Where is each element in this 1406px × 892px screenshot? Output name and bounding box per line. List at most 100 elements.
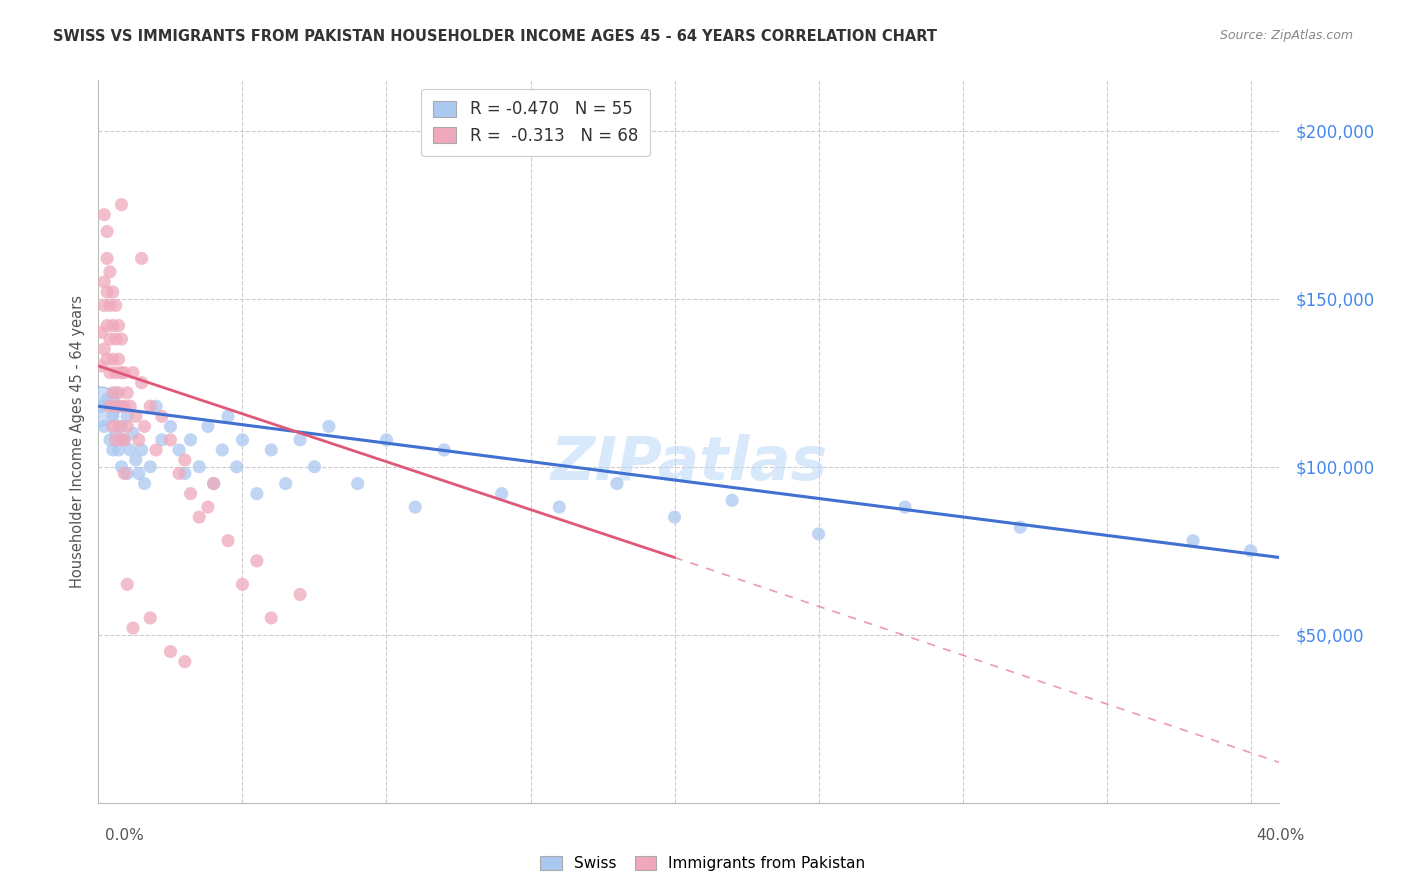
Point xyxy=(98,399,121,413)
Point xyxy=(93,275,115,289)
Point xyxy=(180,486,202,500)
Point xyxy=(139,399,162,413)
Point xyxy=(115,419,138,434)
Point xyxy=(139,459,162,474)
Point xyxy=(110,433,132,447)
Point xyxy=(110,197,132,211)
Point xyxy=(159,433,181,447)
Point xyxy=(260,442,283,457)
Point xyxy=(173,467,195,481)
Point xyxy=(89,399,111,413)
Point xyxy=(104,298,127,312)
Point xyxy=(134,419,156,434)
Point xyxy=(894,500,917,514)
Point xyxy=(96,285,118,299)
Point xyxy=(107,419,129,434)
Point xyxy=(101,385,124,400)
Point xyxy=(104,399,127,413)
Point xyxy=(134,476,156,491)
Point xyxy=(404,500,426,514)
Point xyxy=(260,611,283,625)
Point xyxy=(120,442,142,457)
Point xyxy=(93,419,115,434)
Point xyxy=(167,467,190,481)
Point xyxy=(101,419,124,434)
Point xyxy=(807,527,830,541)
Point xyxy=(217,409,239,424)
Point xyxy=(180,433,202,447)
Point xyxy=(548,500,571,514)
Point xyxy=(202,476,225,491)
Point xyxy=(120,399,142,413)
Point xyxy=(664,510,686,524)
Point xyxy=(110,332,132,346)
Point xyxy=(93,208,115,222)
Point xyxy=(112,366,135,380)
Text: ZIPatlas: ZIPatlas xyxy=(550,434,828,492)
Point xyxy=(90,326,112,340)
Point xyxy=(145,399,167,413)
Point xyxy=(115,467,138,481)
Y-axis label: Householder Income Ages 45 - 64 years: Householder Income Ages 45 - 64 years xyxy=(69,295,84,588)
Point xyxy=(211,442,233,457)
Point xyxy=(96,352,118,367)
Point xyxy=(110,366,132,380)
Point xyxy=(104,433,127,447)
Point xyxy=(104,385,127,400)
Point xyxy=(288,433,311,447)
Point xyxy=(90,399,112,413)
Text: 0.0%: 0.0% xyxy=(105,829,145,843)
Point xyxy=(90,359,112,373)
Point xyxy=(110,459,132,474)
Point xyxy=(159,419,181,434)
Point xyxy=(96,225,118,239)
Point xyxy=(173,655,195,669)
Point xyxy=(188,459,211,474)
Point xyxy=(110,399,132,413)
Point xyxy=(122,366,145,380)
Point xyxy=(101,442,124,457)
Point xyxy=(491,486,513,500)
Point xyxy=(246,486,269,500)
Point xyxy=(159,644,181,658)
Text: 40.0%: 40.0% xyxy=(1257,829,1305,843)
Point xyxy=(217,533,239,548)
Point xyxy=(188,510,211,524)
Point xyxy=(115,409,138,424)
Point xyxy=(93,298,115,312)
Point xyxy=(104,366,127,380)
Point xyxy=(131,376,153,390)
Point xyxy=(122,426,145,441)
Point xyxy=(101,352,124,367)
Point xyxy=(318,419,340,434)
Point xyxy=(112,399,135,413)
Point xyxy=(115,385,138,400)
Point xyxy=(101,318,124,333)
Point xyxy=(104,426,127,441)
Point xyxy=(721,493,744,508)
Point xyxy=(107,399,129,413)
Point xyxy=(167,442,190,457)
Point xyxy=(101,409,124,424)
Point xyxy=(122,621,145,635)
Point xyxy=(1182,533,1205,548)
Point xyxy=(304,459,326,474)
Point xyxy=(112,433,135,447)
Point xyxy=(231,433,253,447)
Point xyxy=(96,252,118,266)
Point xyxy=(107,442,129,457)
Point xyxy=(107,318,129,333)
Point xyxy=(98,332,121,346)
Point xyxy=(112,433,135,447)
Point xyxy=(225,459,247,474)
Point xyxy=(128,467,150,481)
Legend: R = -0.470   N = 55, R =  -0.313   N = 68: R = -0.470 N = 55, R = -0.313 N = 68 xyxy=(422,88,650,156)
Point xyxy=(110,419,132,434)
Point xyxy=(150,433,173,447)
Point xyxy=(96,318,118,333)
Point xyxy=(150,409,173,424)
Point xyxy=(104,332,127,346)
Text: SWISS VS IMMIGRANTS FROM PAKISTAN HOUSEHOLDER INCOME AGES 45 - 64 YEARS CORRELAT: SWISS VS IMMIGRANTS FROM PAKISTAN HOUSEH… xyxy=(53,29,938,44)
Point xyxy=(107,385,129,400)
Point xyxy=(606,476,628,491)
